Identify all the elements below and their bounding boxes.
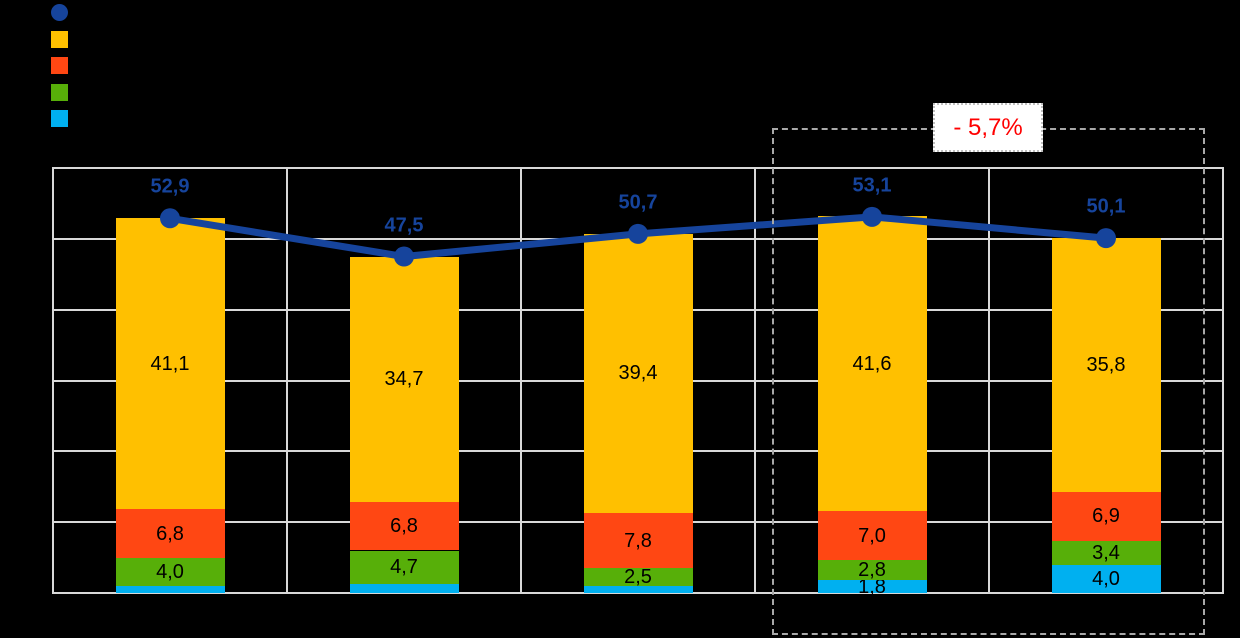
total-point-label: 47,5 [384,214,424,237]
segment-red [349,502,459,551]
segment-red-label: 6,8 [156,522,184,545]
segment-green [115,557,225,586]
segment-red-label: 6,8 [390,515,418,538]
line-series-marker-icon [51,4,68,21]
segment-cyan-label: 4,0 [1092,567,1120,590]
segment-green-label: 2,5 [624,566,652,589]
red-series-swatch-icon [51,57,68,74]
segment-orange-label: 34,7 [384,368,424,391]
segment-cyan [1051,564,1161,593]
segment-orange [349,256,459,503]
orange-series-swatch-icon [51,30,68,48]
segment-orange-label: 41,1 [150,352,190,375]
segment-red [583,512,693,569]
total-point-label: 50,7 [618,191,658,214]
segment-green-label: 4,7 [390,556,418,579]
segment-orange [115,218,225,510]
segment-green-label: 3,4 [1092,541,1120,564]
gridline-vertical [286,168,288,593]
change-annotation-text: - 5,7% [953,113,1023,141]
segment-cyan-label: 1,8 [858,575,886,598]
segment-green [1051,540,1161,565]
segment-cyan [349,583,459,593]
segment-orange-label: 41,6 [852,352,892,375]
segment-green [583,568,693,586]
segment-orange-label: 39,4 [618,362,658,385]
segment-orange [1051,238,1161,492]
change-annotation-box: - 5,7% [933,103,1043,152]
segment-orange-label: 35,8 [1086,353,1126,376]
green-series-swatch-icon [51,83,68,101]
segment-red [115,509,225,558]
segment-red-label: 7,0 [858,524,886,547]
gridline-vertical [988,168,990,593]
segment-green-label: 4,0 [156,560,184,583]
segment-orange [583,233,693,513]
segment-green [817,560,927,581]
highlight-region [772,128,1205,635]
segment-cyan [115,585,225,593]
cyan-series-swatch-icon [51,110,68,127]
segment-green [349,550,459,584]
segment-red-label: 7,8 [624,529,652,552]
gridline-vertical [754,168,756,593]
segment-red [1051,491,1161,541]
segment-green-label: 2,8 [858,559,886,582]
segment-red-label: 6,9 [1092,505,1120,528]
segment-red [817,510,927,561]
total-point-label: 52,9 [150,175,190,198]
total-point-label: 50,1 [1086,195,1126,218]
total-point-label: 53,1 [852,174,892,197]
segment-cyan [817,580,927,593]
gridline-vertical [520,168,522,593]
segment-orange [817,216,927,511]
segment-cyan [583,585,693,593]
